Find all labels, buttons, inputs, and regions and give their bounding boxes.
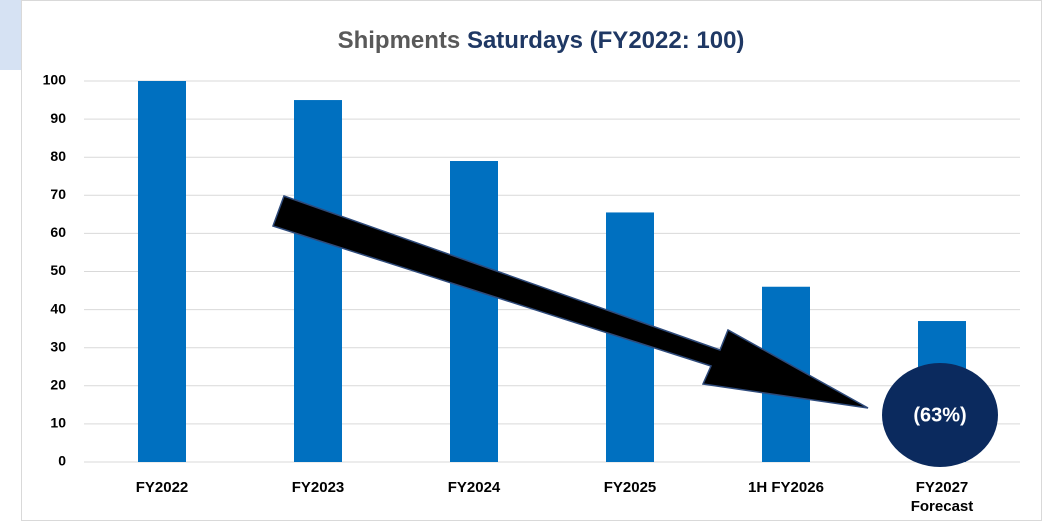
corner-panel: [0, 0, 22, 70]
bar: [450, 161, 498, 462]
bar: [294, 100, 342, 463]
y-tick-label: 20: [50, 377, 66, 393]
x-tick-label: FY2022: [135, 479, 189, 496]
y-tick-label: 80: [50, 148, 66, 164]
title-part: Saturdays (FY2022: 100): [467, 27, 744, 54]
x-tick-label: FY2027 Forecast: [910, 479, 974, 515]
annotation-badge: [882, 363, 998, 467]
y-tick-label: 30: [50, 338, 66, 354]
y-tick-label: 50: [50, 262, 66, 278]
chart-title: Shipments Saturdays (FY2022: 100): [338, 27, 745, 54]
title-part: Shipments: [338, 27, 461, 54]
x-tick-label: FY2023: [291, 479, 345, 496]
x-tick-label: FY2024: [447, 479, 501, 496]
bar: [138, 81, 186, 462]
trend-arrow: [272, 195, 869, 409]
chart-frame: [21, 0, 1042, 521]
y-tick-label: 60: [50, 224, 66, 240]
annotation: (63%): [913, 404, 966, 426]
y-tick-label: 0: [58, 453, 66, 469]
x-tick-label: 1H FY2026: [748, 479, 824, 496]
y-tick-label: 70: [50, 186, 66, 202]
y-tick-label: 10: [50, 415, 66, 431]
y-tick-label: 100: [43, 72, 67, 88]
y-tick-label: 40: [50, 300, 66, 316]
x-tick-label: FY2025: [603, 479, 657, 496]
y-tick-label: 90: [50, 110, 66, 126]
